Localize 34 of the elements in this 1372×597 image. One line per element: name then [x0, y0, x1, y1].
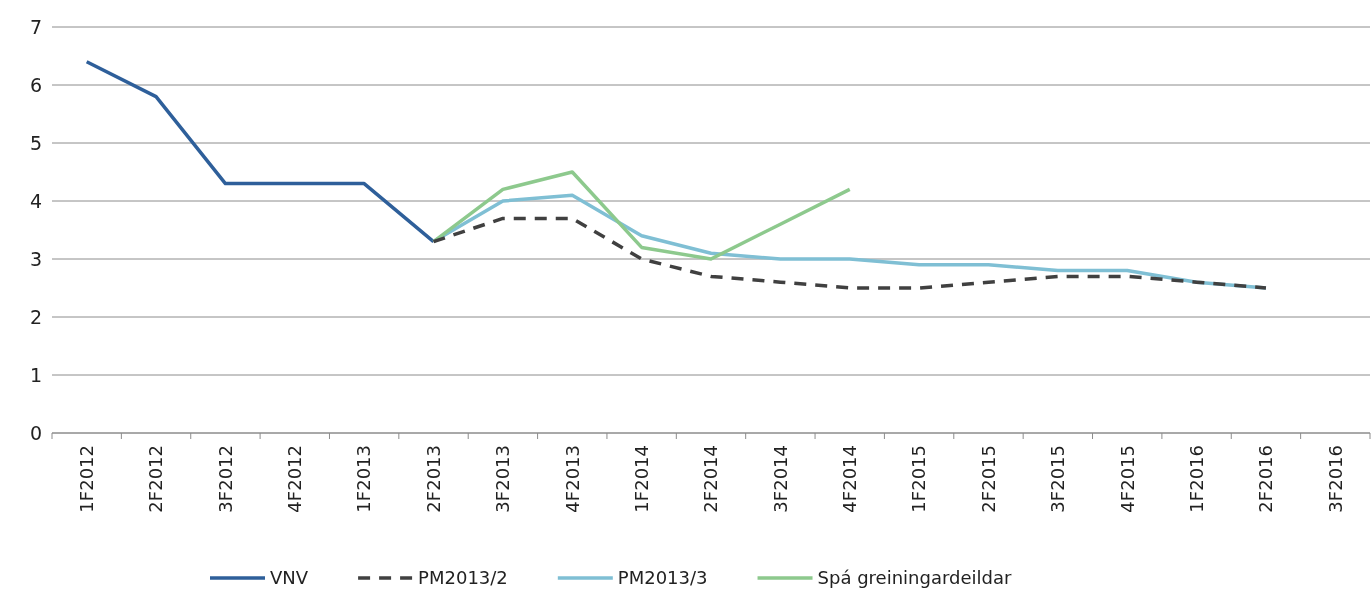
x-tick-label: 4F2013 [561, 445, 583, 513]
legend-label: PM2013/3 [617, 567, 708, 589]
x-tick-label: 4F2014 [839, 445, 861, 513]
x-tick-label: 2F2013 [422, 445, 444, 513]
y-tick-label: 7 [29, 15, 42, 38]
legend-label: VNV [270, 567, 309, 589]
legend-label: Spá greiningardeildar [817, 567, 1012, 589]
y-tick-label: 1 [29, 363, 42, 386]
y-tick-label: 5 [29, 131, 42, 154]
x-tick-label: 4F2015 [1116, 445, 1138, 513]
x-tick-label: 2F2012 [145, 445, 167, 513]
y-tick-label: 6 [29, 73, 42, 96]
x-tick-label: 3F2014 [769, 445, 791, 513]
x-tick-label: 2F2016 [1255, 445, 1277, 513]
line-series [431, 216, 1268, 290]
x-tick-label: 1F2014 [630, 445, 652, 513]
line-series [84, 60, 436, 244]
x-tick-label: 1F2016 [1185, 445, 1207, 513]
x-tick-label: 3F2016 [1324, 445, 1346, 513]
x-tick-label: 2F2014 [700, 445, 722, 513]
x-tick-label: 3F2013 [492, 445, 514, 513]
x-tick-label: 1F2015 [908, 445, 930, 513]
x-tick-label: 2F2015 [977, 445, 999, 513]
y-tick-label: 3 [29, 247, 42, 270]
x-tick-label: 4F2012 [284, 445, 306, 513]
y-tick-label: 4 [29, 189, 42, 212]
line-series [431, 170, 852, 261]
x-tick-label: 3F2015 [1047, 445, 1069, 513]
y-tick-label: 2 [29, 305, 42, 328]
x-tick-label: 1F2013 [353, 445, 375, 513]
legend-label: PM2013/2 [418, 567, 508, 589]
x-tick-label: 1F2012 [75, 445, 97, 513]
x-tick-label: 3F2012 [214, 445, 236, 513]
y-tick-label: 0 [29, 421, 42, 444]
